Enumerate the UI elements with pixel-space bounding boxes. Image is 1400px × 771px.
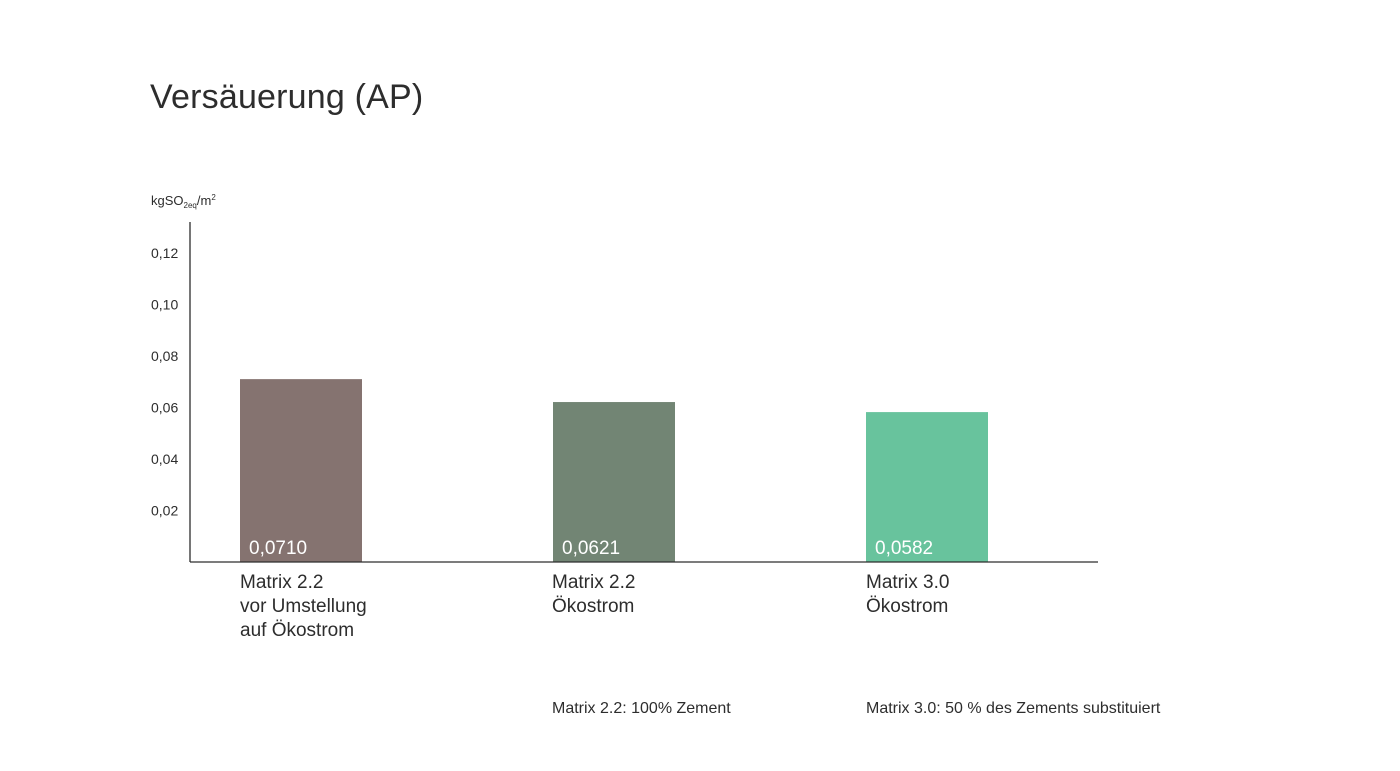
y-tick-label-6: 0,12 bbox=[151, 245, 178, 261]
y-unit-subscript: 2eq bbox=[183, 201, 197, 210]
bar-1 bbox=[240, 379, 362, 562]
bar-value-label-3: 0,0582 bbox=[875, 538, 933, 559]
chart-title: Versäuerung (AP) bbox=[150, 78, 424, 116]
category-label-1: Matrix 2.2 vor Umstellung auf Ökostrom bbox=[240, 572, 367, 641]
bar-value-label-1: 0,0710 bbox=[249, 538, 307, 559]
bar-3 bbox=[866, 412, 988, 562]
category-label-2: Matrix 2.2 Ökostrom bbox=[552, 572, 636, 617]
y-unit-base: kgSO bbox=[151, 193, 184, 208]
y-tick-label-2: 0,04 bbox=[151, 451, 178, 467]
bar-value-label-2: 0,0621 bbox=[562, 538, 620, 559]
y-unit-mid: /m bbox=[196, 193, 212, 208]
note-matrix-3-0: Matrix 3.0: 50 % des Zements substituier… bbox=[866, 700, 1161, 717]
category-label-3: Matrix 3.0 Ökostrom bbox=[866, 572, 950, 617]
y-tick-label-4: 0,08 bbox=[151, 348, 178, 364]
y-tick-label-5: 0,10 bbox=[151, 296, 178, 312]
note-matrix-2-2: Matrix 2.2: 100% Zement bbox=[552, 700, 731, 717]
y-tick-label-1: 0,02 bbox=[151, 502, 178, 518]
y-tick-label-3: 0,06 bbox=[151, 399, 178, 415]
y-axis-unit-label: kgSO2eq/m2 bbox=[151, 193, 216, 210]
y-unit-superscript: 2 bbox=[211, 193, 216, 202]
bar-2 bbox=[553, 402, 675, 562]
